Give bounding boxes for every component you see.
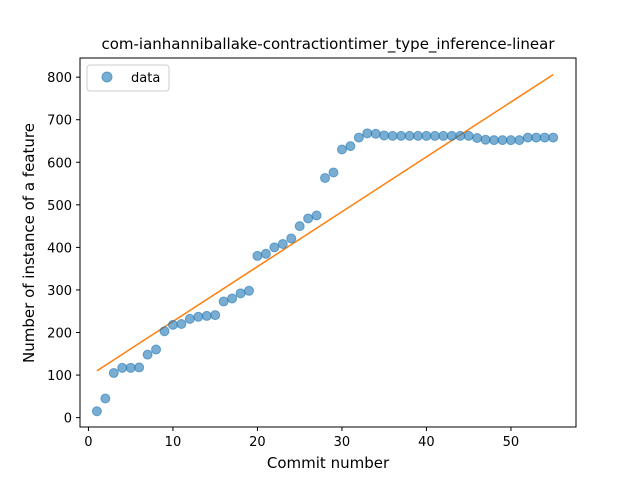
- y-axis-label: Number of instance of a feature: [20, 123, 38, 363]
- data-point-19: [243, 285, 254, 296]
- data-point-46: [472, 133, 483, 144]
- data-point-34: [370, 128, 381, 139]
- legend-box: [86, 64, 170, 92]
- y-tick-label-300: 300: [47, 284, 72, 299]
- plot-frame: [79, 57, 577, 428]
- data-point-45: [463, 130, 474, 141]
- chart-title: com-ianhanniballake-contractiontimer_typ…: [101, 35, 555, 54]
- data-point-33: [362, 128, 373, 139]
- data-point-21: [260, 248, 271, 259]
- y-tick-label-700: 700: [47, 114, 72, 129]
- y-axis: 0 100 200 300 400 500 600 700 800: [47, 71, 80, 427]
- legend-label-data: data: [131, 71, 160, 86]
- data-point-13: [193, 311, 204, 322]
- data-point-17: [227, 293, 238, 304]
- data-point-47: [480, 134, 491, 145]
- data-point-27: [311, 210, 322, 221]
- data-point-1: [91, 406, 102, 417]
- y-tick-label-100: 100: [47, 369, 72, 384]
- data-point-3: [108, 367, 119, 378]
- data-point-15: [210, 310, 221, 321]
- data-point-7: [142, 349, 153, 360]
- data-point-16: [218, 296, 229, 307]
- data-point-32: [353, 132, 364, 143]
- data-point-8: [151, 344, 162, 355]
- data-point-50: [505, 135, 516, 146]
- data-point-37: [396, 130, 407, 141]
- y-tick-label-800: 800: [47, 71, 72, 86]
- data-point-39: [412, 130, 423, 141]
- data-point-5: [125, 362, 136, 373]
- data-point-11: [176, 319, 187, 330]
- x-tick-label-30: 30: [334, 435, 351, 450]
- data-point-41: [429, 130, 440, 141]
- data-point-20: [252, 250, 263, 261]
- data-point-25: [294, 221, 305, 232]
- data-point-29: [328, 167, 339, 178]
- data-point-31: [345, 141, 356, 152]
- data-point-14: [201, 310, 212, 321]
- y-tick-label-0: 0: [64, 412, 72, 427]
- data-point-53: [531, 132, 542, 143]
- data-point-43: [446, 130, 457, 141]
- data-point-36: [387, 130, 398, 141]
- data-points-layer: [91, 128, 559, 417]
- data-point-22: [269, 242, 280, 253]
- data-point-26: [303, 213, 314, 224]
- y-tick-label-500: 500: [47, 199, 72, 214]
- data-point-18: [235, 288, 246, 299]
- data-point-12: [184, 313, 195, 324]
- data-point-40: [421, 130, 432, 141]
- x-tick-label-20: 20: [249, 435, 266, 450]
- data-point-9: [159, 326, 170, 337]
- data-point-30: [336, 144, 347, 155]
- x-axis-label: Commit number: [267, 454, 390, 472]
- data-point-24: [286, 233, 297, 244]
- y-tick-label-200: 200: [47, 327, 72, 342]
- data-point-51: [514, 135, 525, 146]
- data-point-55: [548, 132, 559, 143]
- legend-marker-data: [101, 71, 113, 83]
- data-point-49: [497, 135, 508, 146]
- data-point-10: [167, 319, 178, 330]
- data-point-2: [100, 393, 111, 404]
- x-tick-label-40: 40: [418, 435, 435, 450]
- data-point-38: [404, 130, 415, 141]
- data-point-54: [539, 132, 550, 143]
- y-tick-label-400: 400: [47, 241, 72, 256]
- data-point-28: [320, 173, 331, 184]
- x-tick-label-0: 0: [84, 435, 92, 450]
- legend: data: [86, 64, 170, 92]
- data-point-44: [455, 130, 466, 141]
- data-point-48: [489, 135, 500, 146]
- y-tick-label-600: 600: [47, 156, 72, 171]
- data-point-52: [522, 132, 533, 143]
- data-point-4: [117, 362, 128, 373]
- x-axis: 0 10 20 30 40 50: [84, 427, 519, 450]
- data-point-23: [277, 238, 288, 249]
- x-tick-label-10: 10: [165, 435, 182, 450]
- data-point-35: [379, 130, 390, 141]
- data-point-6: [134, 362, 145, 373]
- data-point-42: [438, 130, 449, 141]
- x-tick-label-50: 50: [503, 435, 520, 450]
